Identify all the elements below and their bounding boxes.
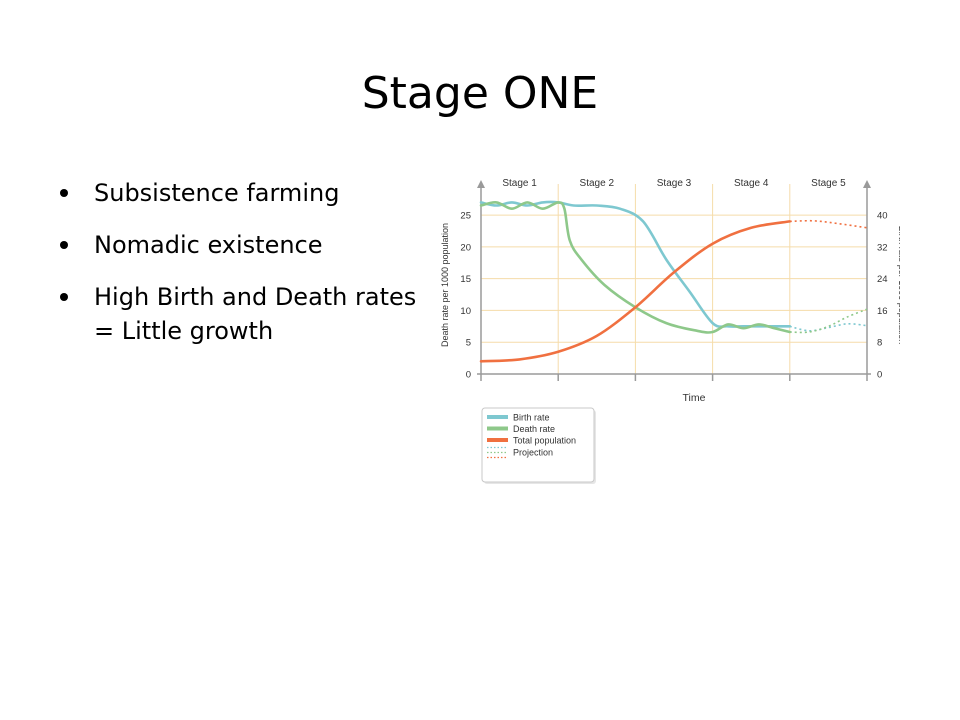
slide-title: Stage ONE xyxy=(361,68,599,119)
stage-label: Stage 3 xyxy=(657,178,692,189)
birth-rate-line xyxy=(479,200,792,329)
stage-label: Stage 4 xyxy=(734,178,769,189)
stage-label: Stage 5 xyxy=(811,178,846,189)
y-tick-label-right: 16 xyxy=(877,306,888,317)
stage-label: Stage 1 xyxy=(502,178,537,189)
legend-label: Projection xyxy=(513,448,553,458)
y-tick-label-right: 24 xyxy=(877,274,888,285)
demographic-transition-chart: 0 5 10 15 20 25 0 8 16 24 32 40 Stage 1 Stage 2 Stage … xyxy=(440,178,900,484)
y-axis-title-left: Death rate per 1000 population xyxy=(440,223,450,347)
y-tick-label-left: 20 xyxy=(460,242,471,253)
bullet-list: Subsistence farming Nomadic existence Hi… xyxy=(58,176,418,366)
death-rate-line xyxy=(479,201,792,334)
y-tick-label-left: 5 xyxy=(466,338,471,349)
total-population-line xyxy=(479,220,792,363)
bullet-item: Subsistence farming xyxy=(58,176,418,210)
y-axis-right-arrow xyxy=(863,180,871,188)
y-axis-left-arrow xyxy=(477,180,485,188)
y-tick-label-left: 15 xyxy=(460,274,471,285)
legend-label: Death rate xyxy=(513,424,555,434)
projection-line xyxy=(789,219,868,229)
y-tick-label-right: 8 xyxy=(877,338,882,349)
bullet-item: Nomadic existence xyxy=(58,228,418,262)
legend-box xyxy=(481,407,595,483)
y-tick-label-right: 0 xyxy=(877,370,882,381)
stage-label: Stage 2 xyxy=(580,178,615,189)
y-tick-label-left: 10 xyxy=(460,306,471,317)
y-tick-label-right: 40 xyxy=(877,211,888,222)
projection-line xyxy=(789,322,868,332)
legend-label: Total population xyxy=(513,436,576,446)
y-tick-label-left: 25 xyxy=(460,211,471,222)
y-tick-label-right: 32 xyxy=(877,242,888,253)
y-tick-label-left: 0 xyxy=(466,370,471,381)
y-axis-title-right: Birth rate per 1000 population xyxy=(897,226,900,345)
bullet-item: High Birth and Death rates = Little grow… xyxy=(58,280,418,348)
legend-label: Birth rate xyxy=(513,413,550,423)
x-axis-title: Time xyxy=(683,392,706,404)
